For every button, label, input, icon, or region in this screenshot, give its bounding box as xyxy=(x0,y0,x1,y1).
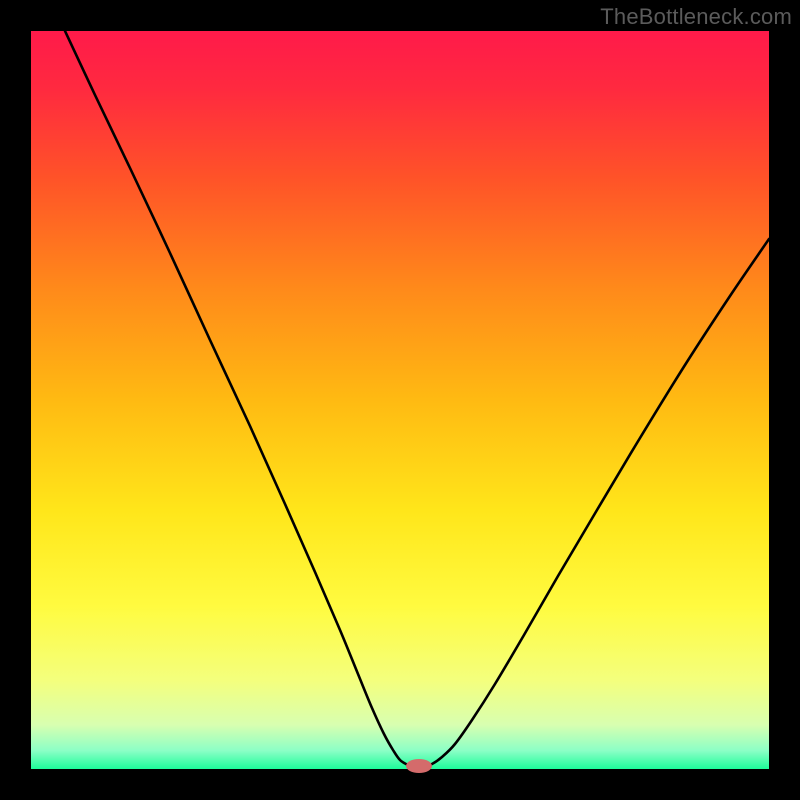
bottleneck-curve-plot xyxy=(0,0,800,800)
optimal-marker xyxy=(406,759,432,773)
chart-canvas: TheBottleneck.com xyxy=(0,0,800,800)
plot-background xyxy=(31,31,769,769)
